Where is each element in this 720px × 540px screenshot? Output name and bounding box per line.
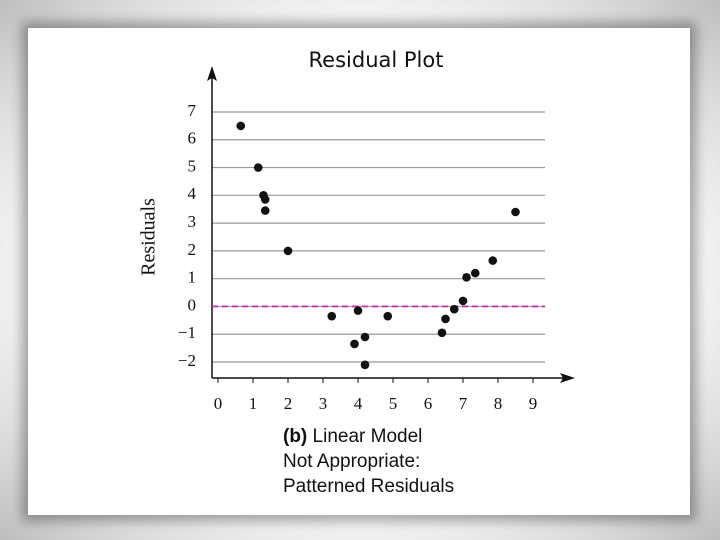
y-tick-label: 7	[188, 101, 197, 120]
y-axis-arrow	[207, 66, 217, 81]
point	[260, 195, 270, 204]
y-tick-label: 0	[188, 295, 197, 314]
y-tick-label: 3	[188, 212, 197, 231]
x-tick-label: 9	[529, 394, 538, 413]
point	[441, 314, 450, 324]
point	[488, 256, 498, 265]
y-tick-label: 4	[188, 184, 197, 203]
x-tick-label: 7	[459, 394, 468, 413]
x-tick-label: 5	[389, 394, 398, 413]
point	[327, 311, 337, 321]
y-tick-label: −1	[178, 323, 196, 342]
point	[353, 306, 363, 315]
caption: (b) Linear Model	[283, 426, 422, 447]
point	[283, 246, 293, 256]
point	[458, 296, 468, 306]
point	[253, 163, 263, 172]
x-axis-arrow	[560, 373, 575, 383]
point	[383, 311, 393, 321]
caption-label: (b)	[283, 426, 307, 447]
y-tick-label: 6	[188, 129, 197, 148]
x-tick-label: 2	[284, 394, 293, 413]
point	[350, 339, 359, 349]
slide-card	[28, 28, 690, 515]
y-tick-label: 5	[188, 156, 197, 175]
chart-title: Residual Plot	[309, 48, 444, 72]
point	[360, 332, 370, 342]
x-tick-label: 8	[494, 394, 503, 413]
y-axis-label: Residuals	[138, 198, 160, 276]
point	[260, 206, 270, 215]
x-tick-label: 4	[354, 394, 363, 413]
point	[470, 268, 480, 278]
x-tick-label: 3	[319, 394, 328, 413]
point	[360, 360, 370, 370]
y-tick-label: −2	[178, 351, 196, 370]
x-tick-label: 6	[424, 394, 433, 413]
caption-line: Not Appropriate:	[283, 451, 420, 472]
point	[437, 328, 447, 338]
point	[236, 121, 246, 131]
caption-line: Linear Model	[313, 426, 423, 447]
x-tick-label: 1	[249, 394, 258, 413]
x-tick-label: 0	[214, 394, 223, 413]
point	[511, 207, 520, 217]
y-tick-label: 1	[188, 268, 197, 287]
point	[449, 304, 459, 314]
point	[462, 272, 471, 282]
caption-line: Patterned Residuals	[283, 476, 454, 497]
y-tick-label: 2	[188, 240, 197, 259]
